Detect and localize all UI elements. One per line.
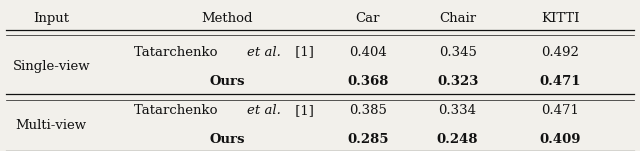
Text: 0.323: 0.323	[437, 75, 478, 88]
Text: 0.385: 0.385	[349, 104, 387, 117]
Text: [1]: [1]	[291, 104, 314, 117]
Text: 0.368: 0.368	[348, 75, 388, 88]
Text: 0.345: 0.345	[438, 46, 477, 59]
Text: Ours: Ours	[209, 133, 245, 146]
Text: Single-view: Single-view	[12, 60, 90, 73]
Text: 0.334: 0.334	[438, 104, 477, 117]
Text: 0.471: 0.471	[541, 104, 579, 117]
Text: Multi-view: Multi-view	[15, 119, 87, 132]
Text: 0.404: 0.404	[349, 46, 387, 59]
Text: 0.471: 0.471	[540, 75, 580, 88]
Text: 0.492: 0.492	[541, 46, 579, 59]
Text: 0.409: 0.409	[540, 133, 580, 146]
Text: Ours: Ours	[209, 75, 245, 88]
Text: Method: Method	[202, 12, 253, 25]
Text: Chair: Chair	[439, 12, 476, 25]
Text: Tatarchenko: Tatarchenko	[134, 46, 221, 59]
Text: et al.: et al.	[247, 46, 281, 59]
Text: 0.285: 0.285	[348, 133, 388, 146]
Text: [1]: [1]	[291, 46, 314, 59]
Text: et al.: et al.	[247, 104, 281, 117]
Text: 0.248: 0.248	[437, 133, 478, 146]
Text: Car: Car	[356, 12, 380, 25]
Text: KITTI: KITTI	[541, 12, 579, 25]
Text: Input: Input	[33, 12, 69, 25]
Text: Tatarchenko: Tatarchenko	[134, 104, 221, 117]
